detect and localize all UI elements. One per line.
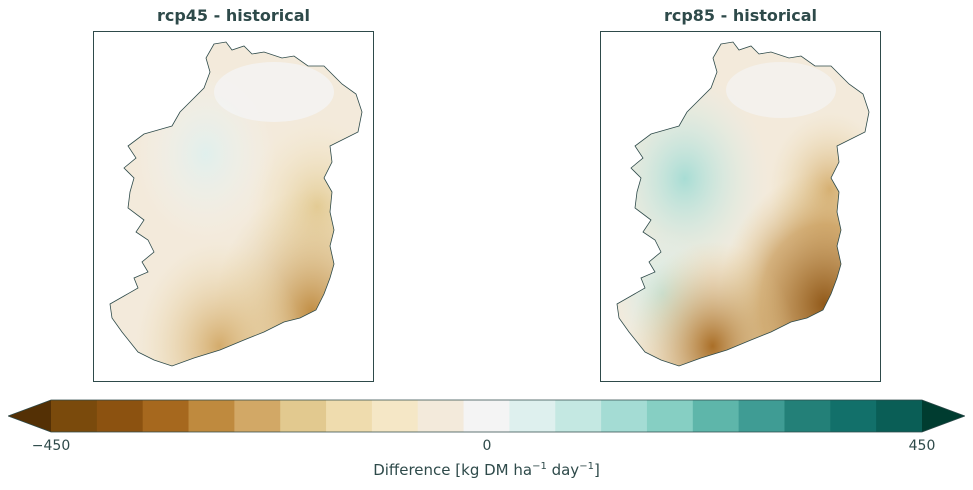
map-fill-rcp45 bbox=[110, 42, 362, 366]
colorbar-segment bbox=[830, 400, 877, 432]
colorbar-segment bbox=[784, 400, 831, 432]
colorbar bbox=[8, 399, 965, 433]
colorbar-segment bbox=[142, 400, 190, 432]
colorbar-segment bbox=[96, 400, 144, 432]
colorbar-extend-min bbox=[8, 400, 51, 432]
colorbar-segment bbox=[234, 400, 281, 432]
colorbar-segment bbox=[646, 400, 694, 432]
colorbar-segment bbox=[326, 400, 373, 432]
panel-title-rcp45: rcp45 - historical bbox=[156, 6, 311, 25]
colorbar-segment bbox=[51, 400, 98, 432]
colorbar-segment bbox=[555, 400, 602, 432]
colorbar-tick-zero: 0 bbox=[482, 438, 492, 454]
colorbar-segment bbox=[280, 400, 327, 432]
colorbar-segment bbox=[509, 400, 556, 432]
map-panel-rcp85 bbox=[600, 31, 881, 382]
colorbar-tick-min: −450 bbox=[31, 438, 71, 454]
colorbar-segment bbox=[738, 400, 785, 432]
colorbar-segment bbox=[876, 400, 923, 432]
colorbar-extend-max bbox=[922, 400, 965, 432]
map-fill-rcp85 bbox=[617, 42, 869, 366]
colorbar-segment bbox=[463, 400, 510, 432]
map-rcp45-svg bbox=[109, 41, 363, 367]
colorbar-outline bbox=[8, 399, 965, 433]
colorbar-segment bbox=[188, 400, 235, 432]
colorbar-segment bbox=[371, 400, 419, 432]
colorbar-segment bbox=[692, 400, 740, 432]
map-panel-rcp45 bbox=[93, 31, 374, 382]
colorbar-tick-max: 450 bbox=[908, 438, 936, 454]
colorbar-segment bbox=[417, 400, 465, 432]
colorbar-segment bbox=[601, 400, 648, 432]
colorbar-label: Difference [kg DM ha−1 day−1] bbox=[373, 461, 600, 479]
panel-title-rcp85: rcp85 - historical bbox=[663, 6, 818, 25]
map-rcp85-svg bbox=[616, 41, 870, 367]
